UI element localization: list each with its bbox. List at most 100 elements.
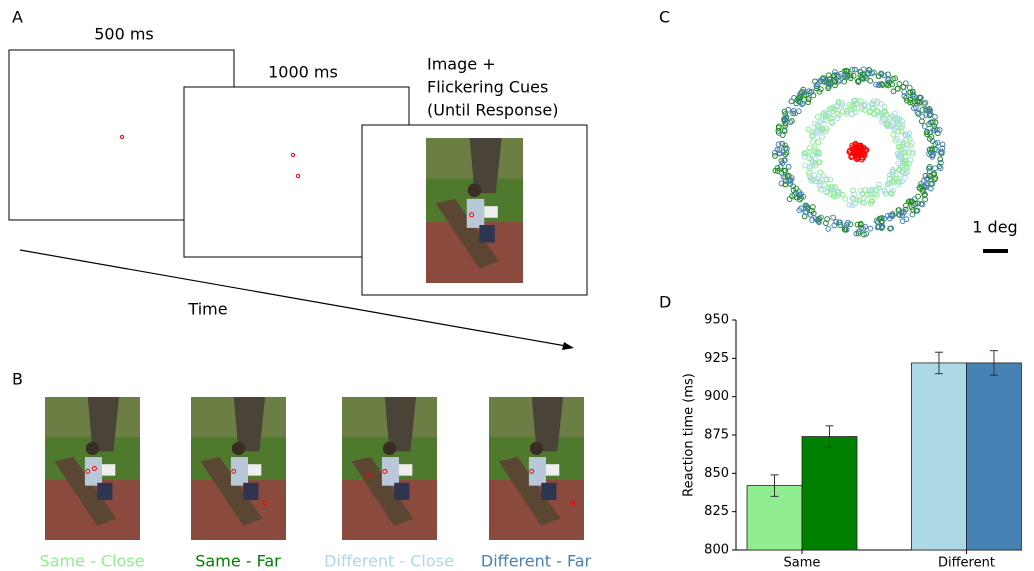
person (466, 198, 485, 228)
cue-position (932, 113, 938, 120)
cue-position (781, 167, 787, 174)
cue-position (811, 145, 818, 152)
cue-position (922, 196, 928, 203)
cue-position (918, 118, 925, 125)
cue-position (911, 93, 918, 100)
legs (243, 482, 259, 500)
cue-position (802, 150, 809, 157)
cue-position (938, 150, 945, 157)
cue-position (852, 140, 859, 147)
cue-position (865, 69, 872, 76)
cue-position (829, 120, 836, 126)
laptop (248, 464, 262, 476)
cue-position (900, 209, 907, 216)
cue-position (829, 185, 836, 192)
cue-position (921, 123, 928, 130)
cue-position (847, 150, 854, 156)
cue-position (793, 185, 800, 192)
cue-position (844, 219, 851, 226)
cue-position (873, 107, 880, 114)
cue-position (849, 202, 856, 209)
cue-position (805, 99, 812, 106)
head (529, 441, 544, 456)
cue-position (829, 184, 836, 191)
cue-position (796, 188, 802, 195)
cue-position (857, 68, 863, 75)
cue-position (931, 125, 938, 132)
cue-position (834, 115, 841, 122)
cue-position (853, 156, 860, 163)
cue-position (796, 207, 803, 214)
cue-position (870, 98, 877, 105)
cue-position (870, 110, 877, 117)
cue-position (896, 80, 903, 87)
cue-position (793, 100, 800, 107)
cue-position (807, 90, 813, 96)
cue-position (804, 204, 811, 210)
panel-label: C (659, 8, 670, 27)
cue-position (908, 204, 915, 210)
cue-position (890, 131, 897, 138)
cue (91, 466, 97, 471)
laptop (484, 206, 498, 218)
cue-position (832, 79, 839, 85)
cue-position (907, 89, 914, 96)
legs (394, 482, 410, 500)
panel-label: D (659, 293, 671, 312)
cue-position (815, 150, 822, 157)
cue-position (849, 144, 856, 151)
cue-position (885, 76, 892, 82)
y-axis-label: Reaction time (ms) (682, 373, 697, 497)
cue-position (913, 104, 919, 111)
cue-position (842, 71, 848, 77)
cue-position (772, 153, 778, 159)
cue-position (892, 137, 899, 144)
cue (85, 468, 91, 474)
cue-position (886, 79, 893, 86)
cue-position (789, 118, 795, 124)
cue-position (837, 222, 843, 228)
cue-position (866, 67, 872, 73)
cue-position (782, 111, 789, 118)
cue-position (896, 116, 903, 122)
cue-position (811, 156, 818, 162)
photo (45, 397, 140, 540)
cue-position (817, 169, 824, 176)
cue-position (781, 127, 788, 134)
cue-position (808, 208, 815, 214)
cue-position (788, 177, 794, 183)
cue-position (937, 159, 944, 166)
bench (200, 457, 263, 526)
cue-position (914, 200, 921, 207)
cue-position (888, 225, 895, 232)
legs (479, 225, 495, 243)
cue-position (815, 176, 821, 182)
cue-position (850, 196, 857, 203)
cue-position (807, 211, 814, 218)
cue-position (898, 128, 905, 135)
cue-position (928, 173, 934, 180)
cue-position (890, 88, 897, 95)
tree (384, 397, 417, 452)
laptop (399, 464, 413, 476)
cue-position (876, 181, 882, 188)
cue-position (904, 165, 910, 171)
cue-position (873, 81, 879, 88)
legs (541, 482, 557, 500)
error-bar (934, 351, 943, 375)
cue-position (819, 117, 826, 124)
cue-position (795, 108, 802, 115)
cue-position (881, 72, 888, 79)
cue-position (817, 186, 824, 193)
cue-position (837, 77, 844, 83)
cue-position (802, 162, 808, 169)
cue-position (786, 196, 793, 203)
cue-position (797, 94, 804, 101)
cue-position (889, 171, 895, 177)
cue (290, 152, 296, 158)
cue-position (915, 111, 922, 117)
cue-position (785, 163, 792, 170)
cue-position (929, 152, 935, 159)
cue-position (787, 119, 794, 126)
cue-position (869, 186, 876, 193)
